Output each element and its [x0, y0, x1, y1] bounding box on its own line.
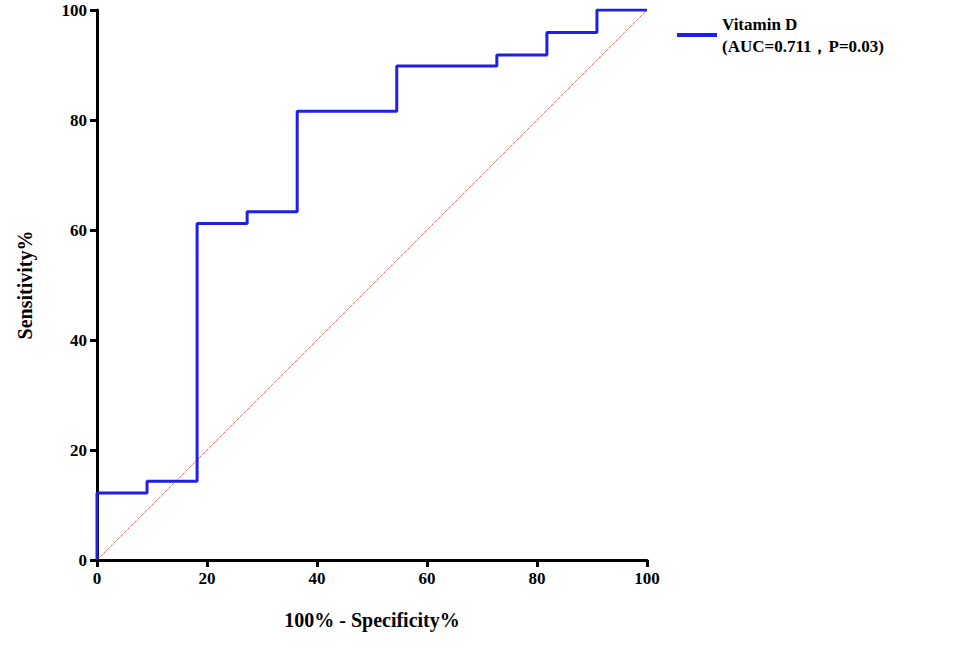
svg-text:80: 80	[529, 569, 546, 588]
svg-text:60: 60	[70, 221, 87, 240]
svg-text:Sensitivity%: Sensitivity%	[14, 231, 37, 340]
svg-text:0: 0	[93, 569, 102, 588]
svg-text:100: 100	[634, 569, 660, 588]
svg-text:0: 0	[79, 551, 88, 570]
svg-text:40: 40	[309, 569, 326, 588]
svg-text:20: 20	[70, 441, 87, 460]
svg-text:Vitamin D: Vitamin D	[722, 15, 797, 34]
svg-text:60: 60	[419, 569, 436, 588]
svg-text:80: 80	[70, 111, 87, 130]
svg-text:20: 20	[199, 569, 216, 588]
svg-text:(AUC=0.711，P=0.03): (AUC=0.711，P=0.03)	[722, 37, 884, 56]
svg-text:100: 100	[62, 1, 88, 20]
svg-text:40: 40	[70, 331, 87, 350]
svg-text:100% - Specificity%: 100% - Specificity%	[284, 609, 460, 632]
